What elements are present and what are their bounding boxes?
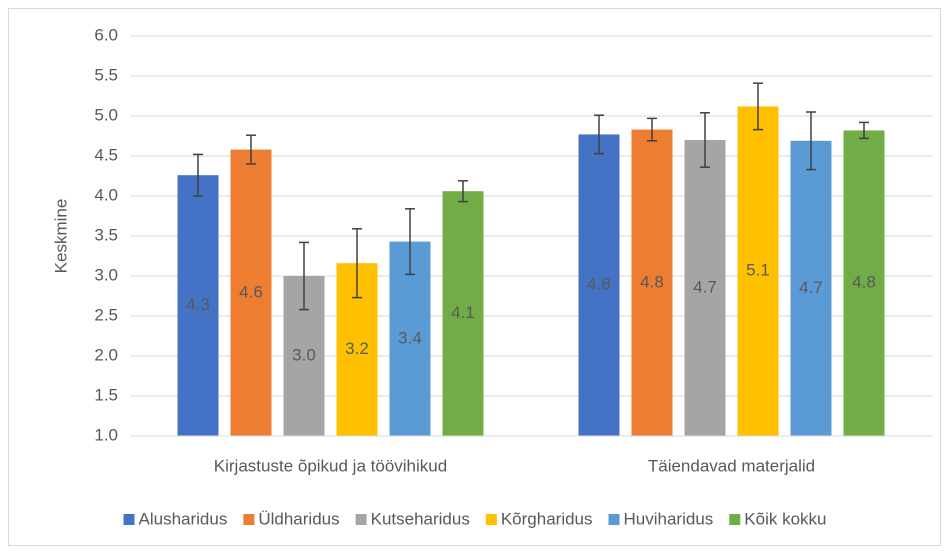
data-label: 4.8 [640, 272, 664, 291]
y-tick-label: 3.0 [94, 265, 118, 284]
y-tick-label: 6.0 [94, 25, 118, 44]
data-label: 3.0 [292, 345, 316, 364]
y-tick-label: 1.0 [94, 425, 118, 444]
legend-label: Kutseharidus [371, 509, 470, 528]
data-label: 5.1 [746, 261, 770, 280]
data-label: 4.8 [587, 275, 611, 294]
data-label: 4.7 [693, 277, 717, 296]
data-label: 4.7 [799, 278, 823, 297]
legend-label: Huviharidus [624, 509, 714, 528]
bar [737, 106, 779, 437]
bar [578, 134, 620, 436]
legend-swatch [485, 514, 497, 525]
x-tick-label: Täiendavad materjalid [648, 456, 815, 475]
legend-swatch [729, 514, 741, 525]
y-tick-label: 4.5 [94, 145, 118, 164]
legend-swatch [243, 514, 255, 525]
y-tick-label: 1.5 [94, 385, 118, 404]
legend-label: Alusharidus [139, 509, 228, 528]
bar [442, 191, 484, 436]
bar [790, 140, 832, 437]
legend-label: Kõik kokku [744, 509, 826, 528]
data-label: 4.1 [451, 303, 475, 322]
legend-label: Üldharidus [258, 509, 339, 528]
data-label: 4.3 [186, 295, 210, 314]
data-label: 3.2 [345, 339, 369, 358]
y-axis-title: Keskmine [51, 199, 70, 274]
y-tick-label: 3.5 [94, 225, 118, 244]
data-label: 3.4 [398, 328, 422, 347]
data-label: 4.8 [852, 273, 876, 292]
y-tick-label: 5.5 [94, 65, 118, 84]
legend-label: Kõrgharidus [501, 509, 593, 528]
bar [684, 140, 726, 436]
y-tick-label: 2.0 [94, 345, 118, 364]
x-tick-label: Kirjastuste õpikud ja töövihikud [214, 456, 447, 475]
y-tick-label: 2.5 [94, 305, 118, 324]
bar [631, 129, 673, 436]
bar [230, 149, 272, 436]
legend-swatch [608, 514, 620, 525]
legend-swatch [123, 514, 135, 525]
data-label: 4.6 [239, 282, 263, 301]
legend-swatch [355, 514, 367, 525]
bar [843, 130, 885, 436]
bar [177, 175, 219, 436]
y-tick-label: 5.0 [94, 105, 118, 124]
y-tick-label: 4.0 [94, 185, 118, 204]
